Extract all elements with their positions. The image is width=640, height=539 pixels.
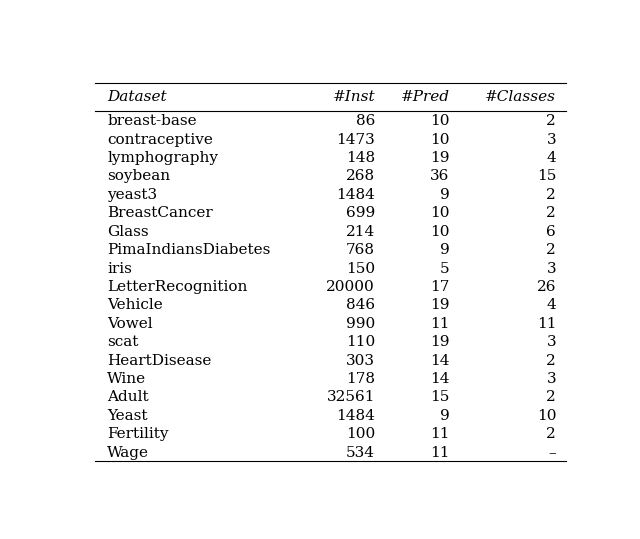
Text: 4: 4	[547, 299, 556, 313]
Text: lymphography: lymphography	[108, 151, 218, 165]
Text: 2: 2	[547, 243, 556, 257]
Text: 10: 10	[430, 206, 449, 220]
Text: Yeast: Yeast	[108, 409, 148, 423]
Text: breast-base: breast-base	[108, 114, 197, 128]
Text: Dataset: Dataset	[108, 90, 167, 104]
Text: yeast3: yeast3	[108, 188, 157, 202]
Text: 1484: 1484	[336, 409, 375, 423]
Text: 19: 19	[430, 335, 449, 349]
Text: Fertility: Fertility	[108, 427, 169, 441]
Text: 32561: 32561	[326, 390, 375, 404]
Text: Glass: Glass	[108, 225, 149, 239]
Text: contraceptive: contraceptive	[108, 133, 213, 147]
Text: 17: 17	[430, 280, 449, 294]
Text: 2: 2	[547, 390, 556, 404]
Text: 11: 11	[430, 317, 449, 331]
Text: 19: 19	[430, 299, 449, 313]
Text: 148: 148	[346, 151, 375, 165]
Text: #Inst: #Inst	[333, 90, 375, 104]
Text: 10: 10	[430, 133, 449, 147]
Text: 26: 26	[537, 280, 556, 294]
Text: 86: 86	[356, 114, 375, 128]
Text: 3: 3	[547, 335, 556, 349]
Text: 1473: 1473	[337, 133, 375, 147]
Text: 15: 15	[430, 390, 449, 404]
Text: 2: 2	[547, 188, 556, 202]
Text: HeartDisease: HeartDisease	[108, 354, 212, 368]
Text: 2: 2	[547, 114, 556, 128]
Text: 9: 9	[440, 409, 449, 423]
Text: #Classes: #Classes	[485, 90, 556, 104]
Text: 303: 303	[346, 354, 375, 368]
Text: 4: 4	[547, 151, 556, 165]
Text: 534: 534	[346, 446, 375, 460]
Text: 15: 15	[537, 169, 556, 183]
Text: BreastCancer: BreastCancer	[108, 206, 213, 220]
Text: 14: 14	[430, 354, 449, 368]
Text: –: –	[548, 446, 556, 460]
Text: Vowel: Vowel	[108, 317, 153, 331]
Text: Adult: Adult	[108, 390, 149, 404]
Text: 5: 5	[440, 261, 449, 275]
Text: 11: 11	[430, 427, 449, 441]
Text: 846: 846	[346, 299, 375, 313]
Text: 100: 100	[346, 427, 375, 441]
Text: 3: 3	[547, 372, 556, 386]
Text: Wage: Wage	[108, 446, 149, 460]
Text: 10: 10	[430, 225, 449, 239]
Text: iris: iris	[108, 261, 132, 275]
Text: 14: 14	[430, 372, 449, 386]
Text: 10: 10	[537, 409, 556, 423]
Text: 2: 2	[547, 354, 556, 368]
Text: 990: 990	[346, 317, 375, 331]
Text: Wine: Wine	[108, 372, 147, 386]
Text: 150: 150	[346, 261, 375, 275]
Text: 11: 11	[537, 317, 556, 331]
Text: 178: 178	[346, 372, 375, 386]
Text: 3: 3	[547, 261, 556, 275]
Text: 3: 3	[547, 133, 556, 147]
Text: 214: 214	[346, 225, 375, 239]
Text: Vehicle: Vehicle	[108, 299, 163, 313]
Text: 19: 19	[430, 151, 449, 165]
Text: LetterRecognition: LetterRecognition	[108, 280, 248, 294]
Text: 1484: 1484	[336, 188, 375, 202]
Text: 2: 2	[547, 206, 556, 220]
Text: 10: 10	[430, 114, 449, 128]
Text: 2: 2	[547, 427, 556, 441]
Text: 768: 768	[346, 243, 375, 257]
Text: 36: 36	[430, 169, 449, 183]
Text: scat: scat	[108, 335, 139, 349]
Text: 9: 9	[440, 243, 449, 257]
Text: 20000: 20000	[326, 280, 375, 294]
Text: 11: 11	[430, 446, 449, 460]
Text: #Pred: #Pred	[401, 90, 449, 104]
Text: 6: 6	[547, 225, 556, 239]
Text: PimaIndiansDiabetes: PimaIndiansDiabetes	[108, 243, 271, 257]
Text: 110: 110	[346, 335, 375, 349]
Text: 699: 699	[346, 206, 375, 220]
Text: soybean: soybean	[108, 169, 170, 183]
Text: 268: 268	[346, 169, 375, 183]
Text: 9: 9	[440, 188, 449, 202]
